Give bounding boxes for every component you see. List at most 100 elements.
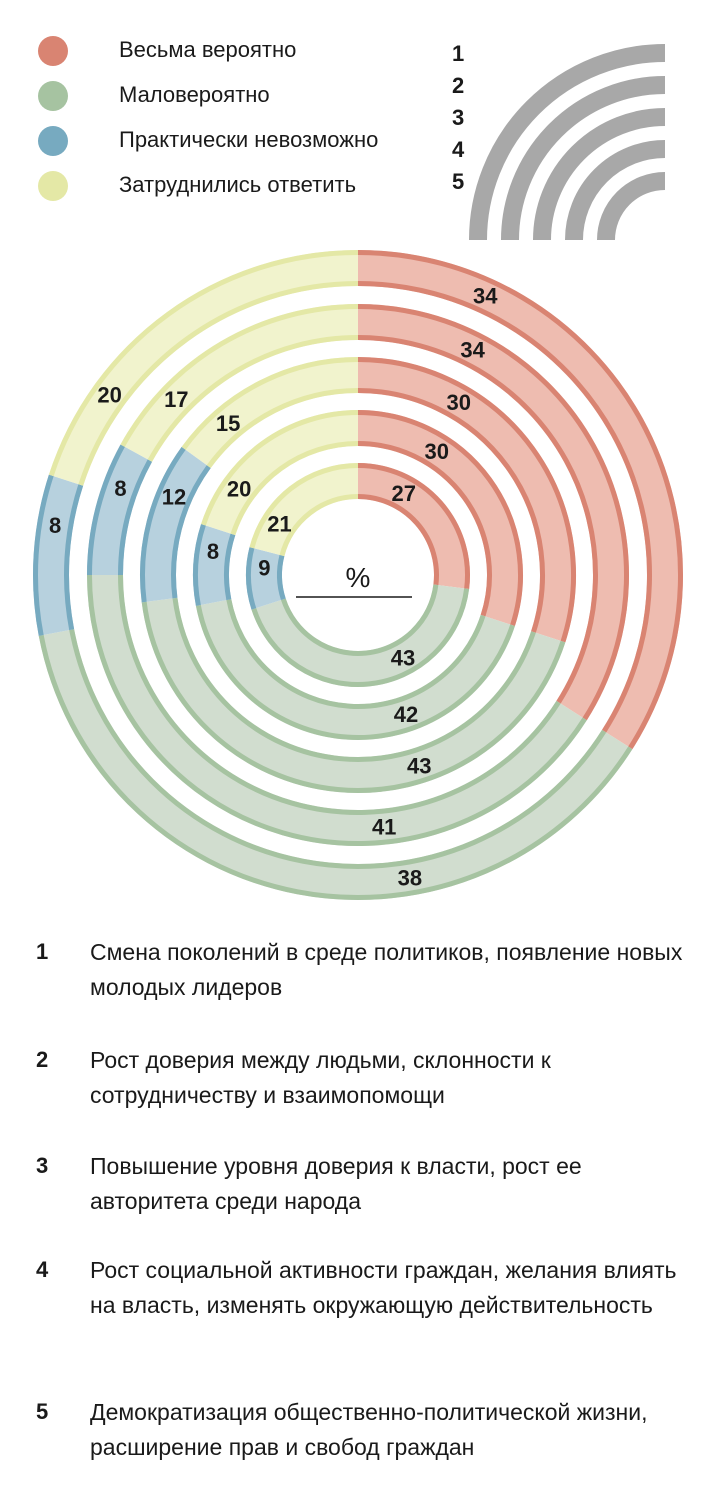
ring-1-outer-edge-0 bbox=[357, 250, 683, 750]
ring-2-outer-edge-3 bbox=[120, 304, 359, 447]
ring-4-outer-edge-3 bbox=[201, 410, 359, 526]
ring-1-segment-1 bbox=[38, 629, 633, 901]
ring-4-inner-edge-2 bbox=[224, 533, 236, 601]
legend-dot-icon bbox=[38, 171, 68, 201]
ring-3-outer-edge-1 bbox=[141, 601, 566, 793]
item-text: Повышение уровня доверия к власти, рост … bbox=[90, 1153, 582, 1214]
ring-1-inner-edge-1 bbox=[69, 629, 607, 869]
ring-1-inner-edge-2 bbox=[64, 484, 84, 631]
ring-1-outer-edge-1 bbox=[38, 634, 633, 900]
key-arc-4 bbox=[565, 140, 666, 241]
ring-2-value-label: 41 bbox=[372, 815, 396, 840]
ring-3-inner-edge-0 bbox=[357, 388, 545, 633]
key-arc-5 bbox=[597, 172, 666, 241]
ring-1-value-label: 20 bbox=[97, 383, 121, 408]
ring-3-inner-edge-1 bbox=[172, 597, 536, 762]
legend-dot-icon bbox=[38, 126, 68, 156]
key-arc-2 bbox=[501, 76, 666, 241]
item-text: Смена поколений в среде политиков, появл… bbox=[90, 939, 683, 1000]
legend: Весьма вероятно Маловероятно Практически… bbox=[30, 28, 450, 208]
ring-1-segment-0 bbox=[358, 250, 683, 750]
ring-4-segment-0 bbox=[358, 410, 523, 626]
legend-label: Маловероятно bbox=[119, 82, 270, 107]
item-text: Рост социальной активности граждан, жела… bbox=[90, 1257, 677, 1318]
key-number: 3 bbox=[452, 105, 464, 130]
key-number: 4 bbox=[452, 137, 465, 162]
ring-5-value-label: 43 bbox=[391, 646, 415, 671]
ring-4-outer-edge-2 bbox=[193, 524, 206, 606]
ring-2-value-label: 34 bbox=[460, 337, 485, 362]
ring-3-segment-1 bbox=[141, 597, 566, 793]
ring-3-value-label: 43 bbox=[407, 753, 431, 778]
ring-4-inner-edge-0 bbox=[357, 441, 492, 617]
ring-2-segment-2 bbox=[87, 444, 153, 575]
ring-4-value-label: 30 bbox=[425, 439, 449, 464]
ring-2-value-label: 8 bbox=[114, 476, 126, 501]
ring-3-inner-edge-3 bbox=[206, 388, 359, 469]
ring-4-inner-edge-3 bbox=[230, 441, 359, 536]
legend-dot-icon bbox=[38, 81, 68, 111]
ring-5-outer-edge-1 bbox=[251, 588, 470, 687]
ring-4-value-label: 20 bbox=[227, 477, 251, 502]
ring-4-outer-edge-0 bbox=[357, 410, 523, 626]
ring-2-inner-edge-0 bbox=[357, 335, 598, 704]
ring-5-inner-edge-3 bbox=[279, 494, 359, 557]
ring-2-segment-1 bbox=[87, 575, 587, 846]
ring-1-value-label: 34 bbox=[473, 284, 498, 309]
ring-4-segment-1 bbox=[195, 599, 515, 740]
ring-5-value-label: 9 bbox=[258, 555, 270, 580]
ring-5-value-label: 21 bbox=[267, 511, 291, 536]
ring-2-inner-edge-3 bbox=[147, 335, 359, 462]
item-number: 1 bbox=[36, 939, 49, 964]
ring-5-value-label: 27 bbox=[392, 481, 416, 506]
ring-3-outer-edge-3 bbox=[181, 357, 359, 450]
key-number: 2 bbox=[452, 73, 464, 98]
ring-4-inner-edge-1 bbox=[226, 599, 486, 709]
ring-1-value-label: 38 bbox=[398, 866, 422, 891]
ring-5-segment-1 bbox=[251, 584, 470, 687]
ring-4-value-label: 8 bbox=[207, 539, 219, 564]
ring-5-segment-2 bbox=[246, 547, 286, 610]
ring-5-inner-edge-2 bbox=[277, 554, 286, 601]
ring-5-segment-0 bbox=[358, 463, 471, 590]
ring-5-outer-edge-3 bbox=[249, 463, 359, 549]
key-arc-3 bbox=[533, 108, 666, 241]
item-number: 4 bbox=[36, 1257, 49, 1282]
item-text: Демократизация общественно-политической … bbox=[90, 1399, 648, 1460]
ring-1-outer-edge-2 bbox=[33, 474, 54, 636]
ring-5-inner-edge-0 bbox=[357, 494, 439, 586]
ring-4-value-label: 42 bbox=[394, 702, 418, 727]
legend-dot-icon bbox=[38, 36, 68, 66]
item-text: Рост доверия между людьми, склонности к … bbox=[90, 1047, 551, 1108]
ring-3-value-label: 15 bbox=[216, 411, 240, 436]
ring-3-segment-0 bbox=[358, 357, 576, 643]
key-number: 5 bbox=[452, 169, 464, 194]
ring-2-inner-edge-2 bbox=[118, 459, 153, 576]
ring-3-outer-edge-0 bbox=[357, 357, 576, 643]
ring-5-inner-edge-1 bbox=[280, 584, 439, 656]
ring-4-outer-edge-1 bbox=[195, 604, 515, 740]
legend-item-practically-impossible: Практически невозможно bbox=[30, 118, 450, 163]
ring-2-inner-edge-1 bbox=[118, 574, 561, 815]
ring-5-segment-3 bbox=[249, 463, 358, 557]
ring-1-inner-edge-0 bbox=[357, 281, 652, 733]
item-number: 2 bbox=[36, 1047, 49, 1072]
item-number: 3 bbox=[36, 1153, 49, 1178]
ring-3-value-label: 30 bbox=[446, 390, 470, 415]
key-arc-1 bbox=[469, 44, 666, 241]
legend-label: Весьма вероятно bbox=[119, 37, 297, 62]
ring-2-segment-0 bbox=[358, 304, 629, 721]
unit-label: % bbox=[346, 562, 371, 593]
legend-item-undecided: Затруднились ответить bbox=[30, 163, 450, 208]
item-number: 5 bbox=[36, 1399, 49, 1424]
ring-2-value-label: 17 bbox=[164, 387, 188, 412]
ring-1-inner-edge-3 bbox=[78, 281, 359, 486]
ring-2-outer-edge-1 bbox=[87, 574, 587, 846]
ring-5-outer-edge-2 bbox=[246, 547, 257, 610]
ring-3-segment-2 bbox=[140, 446, 211, 603]
ring-3-inner-edge-2 bbox=[171, 465, 211, 599]
ring-3-outer-edge-2 bbox=[140, 446, 186, 603]
radial-chart: 34 38 8 20 34 41 8 17 30 43 12 15 30 42 8 20 27 43 9 21 % bbox=[32, 250, 683, 901]
ring-5-outer-edge-0 bbox=[357, 463, 470, 590]
ring-number-key: 1 2 3 4 5 bbox=[452, 41, 666, 241]
